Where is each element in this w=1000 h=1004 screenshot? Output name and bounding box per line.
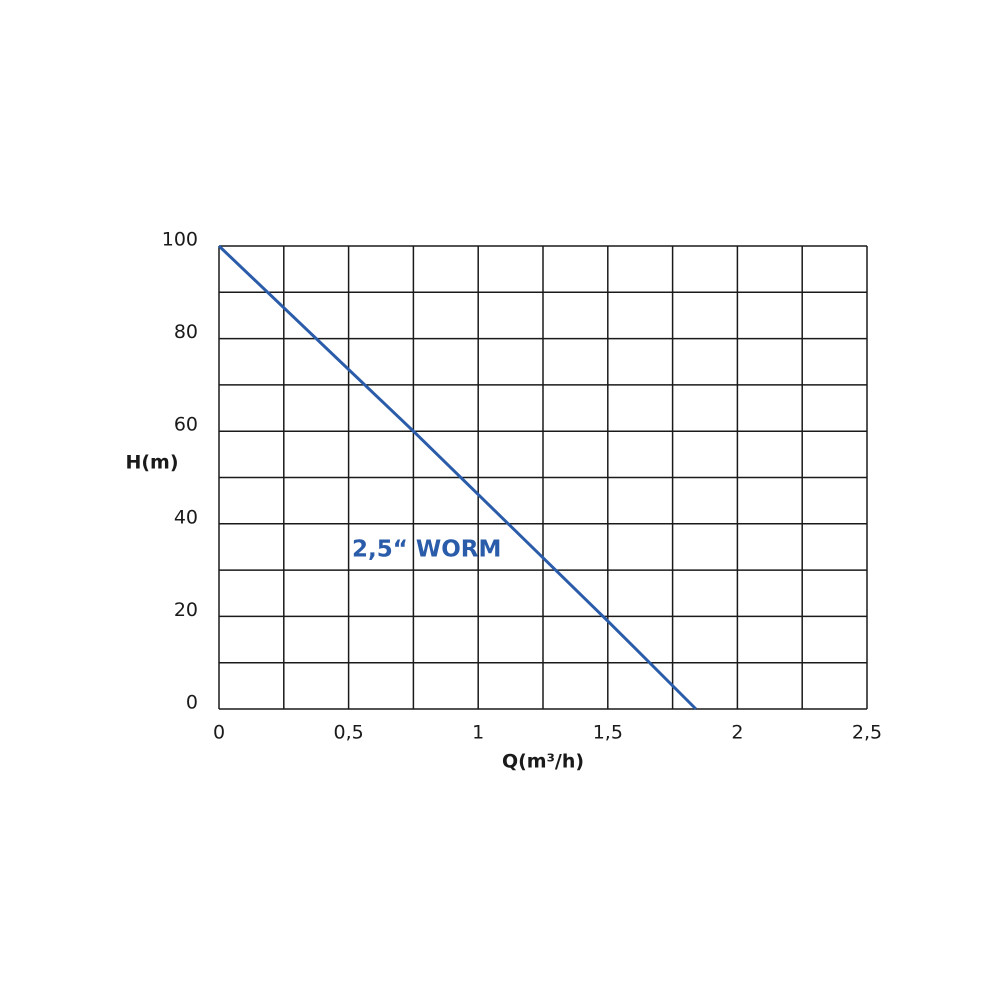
- y-tick-label: 60: [174, 414, 198, 436]
- y-tick-label: 20: [174, 599, 198, 621]
- x-tick-label: 2,5: [852, 722, 882, 744]
- x-tick-label: 0: [213, 722, 225, 744]
- x-axis-label: Q(m³/h): [502, 751, 584, 773]
- series-line: [217, 244, 697, 711]
- y-tick-label: 100: [162, 229, 198, 251]
- x-tick-label: 1,5: [593, 722, 623, 744]
- y-tick-label: 40: [174, 506, 198, 528]
- y-tick-label: 80: [174, 321, 198, 343]
- x-tick-label: 0,5: [333, 722, 363, 744]
- y-tick-label: 0: [186, 692, 198, 714]
- series-label: 2,5“ WORM: [352, 537, 501, 563]
- x-tick-label: 2: [731, 722, 743, 744]
- x-tick-label: 1: [472, 722, 484, 744]
- y-axis-label: H(m): [125, 452, 178, 474]
